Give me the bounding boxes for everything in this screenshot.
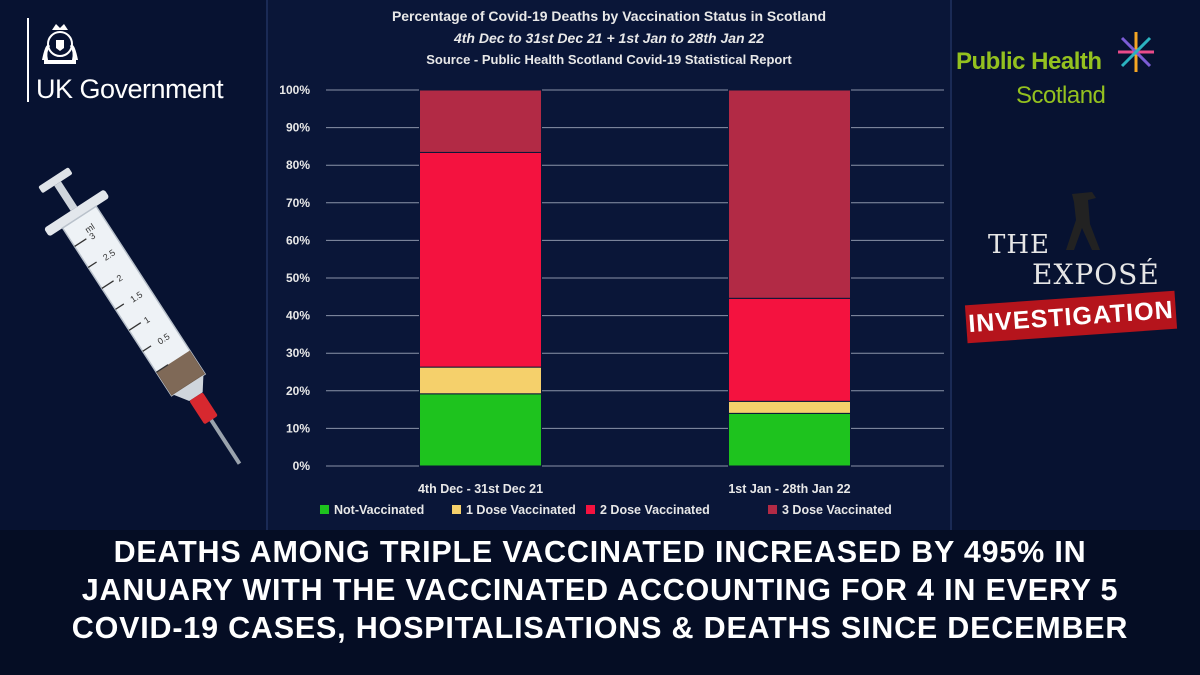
expose-name-text: EXPOSÉ [1032, 258, 1160, 291]
uk-government-logo-text: UK Government [36, 74, 224, 104]
legend-label: 1 Dose Vaccinated [466, 503, 576, 517]
headline-line-1: DEATHS AMONG TRIPLE VACCINATED INCREASED… [113, 535, 1087, 569]
y-tick-label: 80% [286, 158, 310, 172]
syringe-label-2: 2 [115, 273, 125, 284]
y-tick-label: 100% [279, 83, 310, 97]
bar-segment [728, 297, 851, 402]
chart-source: Source - Public Health Scotland Covid-19… [426, 52, 792, 67]
chart-subtitle: 4th Dec to 31st Dec 21 + 1st Jan to 28th… [453, 30, 765, 46]
bar-segment [728, 89, 851, 299]
phs-logo-line2: Scotland [1016, 82, 1106, 109]
headline-line-3: COVID-19 CASES, HOSPITALISATIONS & DEATH… [71, 611, 1129, 645]
ukgov-divider [27, 18, 29, 102]
y-tick-label: 0% [293, 459, 311, 473]
legend-swatch [768, 505, 777, 514]
headline: DEATHS AMONG TRIPLE VACCINATED INCREASED… [20, 533, 1180, 647]
bar-segment [728, 412, 851, 467]
stacked-bar-chart: 0% 10% 20% 30% 40% 50% 60% 70% 80% 90% 100% 4th Dec… [279, 83, 944, 517]
y-tick-label: 10% [286, 421, 310, 435]
y-tick-label: 60% [286, 233, 310, 247]
bar-segment [419, 366, 542, 395]
syringe-label-ml: ml [83, 221, 96, 235]
chart-panel: Percentage of Covid-19 Deaths by Vaccina… [266, 0, 952, 530]
phs-star-icon [1118, 32, 1154, 72]
y-tick-label: 90% [286, 121, 310, 135]
public-health-scotland-logo: Public Health Scotland [952, 30, 1172, 120]
bar-segment [728, 400, 851, 414]
investigation-stamp: INVESTIGATION [964, 290, 1178, 344]
y-tick-label: 20% [286, 384, 310, 398]
x-tick-label: 4th Dec - 31st Dec 21 [418, 482, 543, 496]
legend-swatch [320, 505, 329, 514]
right-branding-panel: Public Health Scotland THE EXPOSÉ INVEST… [952, 0, 1200, 530]
x-tick-label: 1st Jan - 28th Jan 22 [728, 482, 850, 496]
bar-segment [419, 393, 542, 467]
legend-label: 2 Dose Vaccinated [600, 503, 710, 517]
phs-logo-line1: Public Health [956, 48, 1102, 75]
expose-the-text: THE [988, 230, 1050, 260]
chart-title: Percentage of Covid-19 Deaths by Vaccina… [391, 8, 827, 24]
legend-label: Not-Vaccinated [334, 503, 424, 517]
legend-swatch [586, 505, 595, 514]
the-expose-logo: THE EXPOSÉ INVESTIGATION [960, 180, 1190, 360]
headline-line-2: JANUARY WITH THE VACCINATED ACCOUNTING F… [81, 573, 1119, 607]
y-tick-label: 70% [286, 196, 310, 210]
spy-silhouette-icon [1066, 192, 1100, 250]
legend-label: 3 Dose Vaccinated [782, 503, 892, 517]
bar-segment [419, 89, 542, 153]
investigation-text: INVESTIGATION [967, 295, 1175, 338]
left-branding-panel: UK Government ml 3 2.5 2 1.5 1 0.5 [0, 0, 266, 530]
bar-segment [419, 151, 542, 368]
legend-swatch [452, 505, 461, 514]
syringe-label-3: 3 [88, 231, 98, 242]
royal-crest-icon [42, 24, 78, 64]
syringe-icon: ml 3 2.5 2 1.5 1 0.5 [38, 167, 242, 465]
y-tick-label: 30% [286, 346, 310, 360]
y-tick-label: 40% [286, 309, 310, 323]
y-tick-label: 50% [286, 271, 310, 285]
syringe-label-1: 1 [142, 314, 152, 325]
